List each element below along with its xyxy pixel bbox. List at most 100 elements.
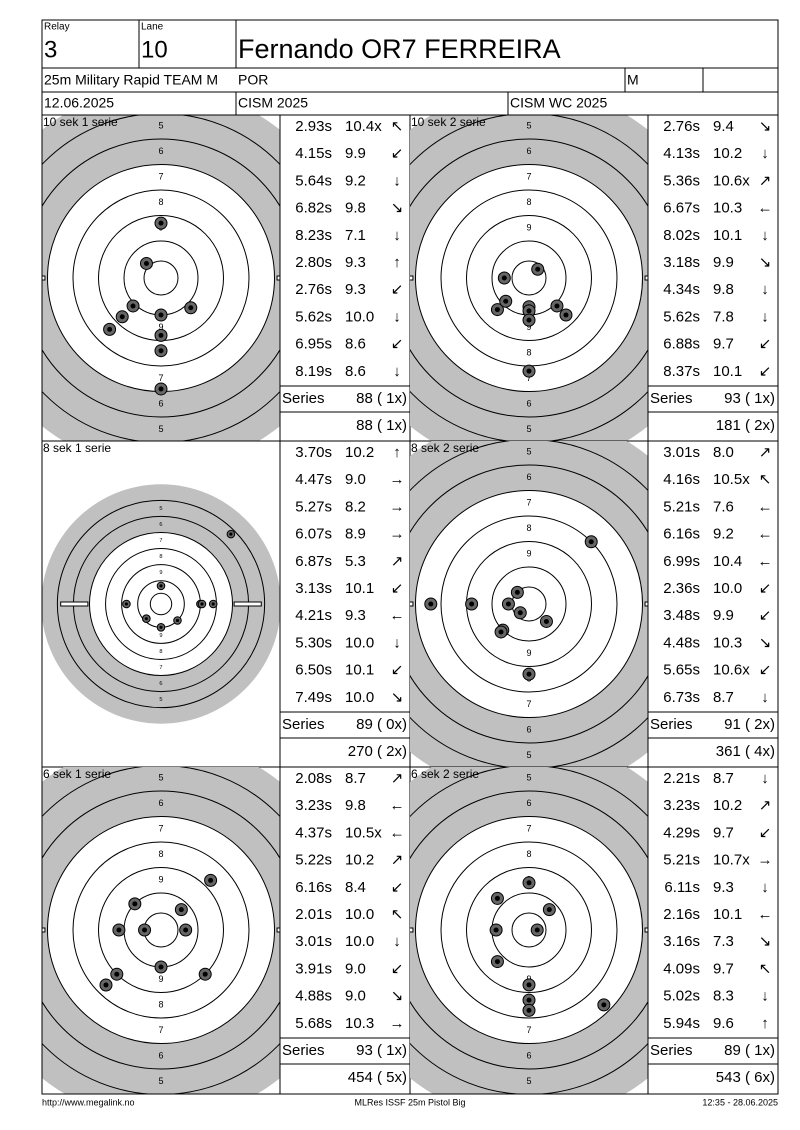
shot-score: 10.0 bbox=[345, 689, 374, 706]
shot-hole bbox=[204, 873, 218, 887]
shot-direction: ↑ bbox=[761, 1015, 769, 1032]
shot-time: 8.37s bbox=[663, 363, 700, 380]
shot-hole bbox=[539, 614, 553, 628]
series-label: Series bbox=[650, 390, 693, 407]
shot-dot bbox=[132, 901, 138, 907]
shot-hole bbox=[115, 310, 129, 324]
shot-dot bbox=[526, 368, 532, 374]
shot-direction: ↖ bbox=[759, 471, 772, 488]
shot-hole bbox=[103, 322, 117, 336]
shot-time: 4.21s bbox=[295, 607, 332, 624]
shot-dot bbox=[158, 386, 164, 392]
shot-direction: ↙ bbox=[391, 879, 404, 896]
ring-label: 9 bbox=[159, 570, 162, 576]
shot-dot bbox=[158, 332, 164, 338]
ring-label: 8 bbox=[526, 849, 531, 859]
score-ring bbox=[511, 260, 547, 296]
shot-dot bbox=[601, 1002, 607, 1008]
shot-time: 5.62s bbox=[295, 308, 332, 325]
ring-label: 7 bbox=[159, 538, 162, 544]
aim-bar bbox=[42, 927, 46, 933]
shot-hole bbox=[139, 256, 153, 270]
shot-dot bbox=[534, 927, 540, 933]
shot-score: 9.9 bbox=[345, 145, 366, 162]
shot-time: 5.36s bbox=[663, 172, 700, 189]
ring-label: 7 bbox=[158, 1025, 163, 1035]
lane: 10 bbox=[141, 36, 168, 63]
shot-direction: ← bbox=[758, 526, 773, 543]
running-total: 270 ( 2x) bbox=[348, 743, 407, 760]
shot-direction: ↙ bbox=[391, 145, 404, 162]
panels-frame bbox=[41, 114, 779, 1095]
ring-label: 7 bbox=[526, 699, 531, 709]
shot-hole bbox=[550, 299, 564, 313]
ring-label: 5 bbox=[158, 1076, 163, 1086]
shot-time: 5.62s bbox=[663, 308, 700, 325]
shot-score: 9.3 bbox=[345, 254, 366, 271]
shot-hole bbox=[424, 597, 438, 611]
shot-direction: ↓ bbox=[761, 689, 769, 706]
running-total: 88 ( 1x) bbox=[356, 417, 407, 434]
shot-score: 8.7 bbox=[345, 770, 366, 787]
shot-direction: ↗ bbox=[391, 770, 404, 787]
shot-hole bbox=[154, 328, 168, 342]
shot-time: 3.01s bbox=[295, 933, 332, 950]
aim-bar bbox=[410, 601, 414, 607]
shot-time: 5.27s bbox=[295, 498, 332, 515]
shot-direction: ↓ bbox=[761, 227, 769, 244]
ring-label: 9 bbox=[158, 322, 163, 332]
score-ring bbox=[511, 912, 547, 948]
panel-title: 8 sek 1 serie bbox=[43, 441, 111, 455]
shot-dot bbox=[175, 618, 180, 623]
shot-time: 4.47s bbox=[295, 471, 332, 488]
shot-direction: ↙ bbox=[391, 960, 404, 977]
ring-label: 7 bbox=[526, 1025, 531, 1035]
shot-score: 8.4 bbox=[345, 879, 366, 896]
aim-bar bbox=[233, 601, 262, 607]
shot-dot bbox=[144, 617, 148, 621]
ring-label: 8 bbox=[526, 197, 531, 207]
ring-label: 8 bbox=[158, 1000, 163, 1010]
ring-label: 9 bbox=[526, 549, 531, 559]
ring-label: 6 bbox=[158, 146, 163, 156]
shot-score: 9.8 bbox=[345, 797, 366, 814]
shot-time: 5.02s bbox=[663, 988, 700, 1005]
shot-dot bbox=[116, 927, 122, 933]
shot-time: 3.91s bbox=[295, 960, 332, 977]
relay-label: Relay bbox=[44, 22, 70, 33]
shot-score: 10.6x bbox=[713, 172, 750, 189]
shot-hole bbox=[522, 364, 536, 378]
aim-bar bbox=[644, 275, 648, 281]
shot-hole bbox=[198, 967, 212, 981]
shot-direction: ↑ bbox=[393, 444, 401, 461]
center-cross bbox=[154, 271, 168, 285]
shot-direction: ↓ bbox=[761, 770, 769, 787]
shot-hole bbox=[110, 967, 124, 981]
shot-score: 10.2 bbox=[713, 145, 742, 162]
shot-direction: ↖ bbox=[391, 906, 404, 923]
shot-time: 2.76s bbox=[663, 118, 700, 135]
shot-time: 8.23s bbox=[295, 227, 332, 244]
aim-bar bbox=[60, 601, 89, 607]
shot-time: 5.65s bbox=[663, 662, 700, 679]
shot-time: 5.68s bbox=[295, 1015, 332, 1032]
score-ring bbox=[415, 490, 643, 718]
shot-direction: ↘ bbox=[759, 118, 772, 135]
shot-time: 2.93s bbox=[295, 118, 332, 135]
shot-hole bbox=[490, 955, 504, 969]
shot-dot bbox=[119, 314, 125, 320]
shot-time: 2.76s bbox=[295, 281, 332, 298]
center-cross bbox=[522, 597, 536, 611]
shot-score: 9.0 bbox=[345, 471, 366, 488]
shot-hole bbox=[490, 303, 504, 317]
series-label: Series bbox=[282, 1042, 325, 1059]
shot-score: 10.0 bbox=[713, 580, 742, 597]
shot-dot bbox=[107, 326, 113, 332]
shot-hole bbox=[584, 535, 598, 549]
shot-time: 6.88s bbox=[663, 336, 700, 353]
ring-label: 8 bbox=[159, 554, 162, 560]
shot-dot bbox=[143, 260, 149, 266]
shot-dot bbox=[546, 907, 552, 913]
shot-direction: ↗ bbox=[759, 172, 772, 189]
shot-direction: ↙ bbox=[759, 580, 772, 597]
